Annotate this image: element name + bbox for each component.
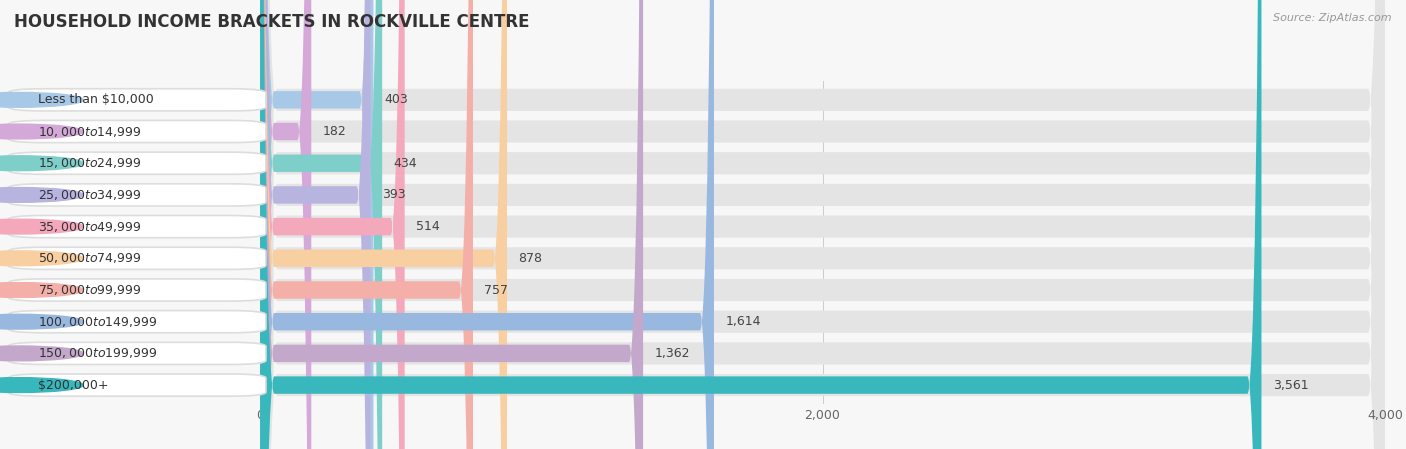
FancyBboxPatch shape xyxy=(260,0,1385,449)
Circle shape xyxy=(0,282,83,297)
FancyBboxPatch shape xyxy=(260,0,1385,449)
Circle shape xyxy=(0,346,83,361)
FancyBboxPatch shape xyxy=(8,89,266,111)
Circle shape xyxy=(0,219,83,234)
FancyBboxPatch shape xyxy=(260,0,1261,449)
Text: 434: 434 xyxy=(394,157,418,170)
FancyBboxPatch shape xyxy=(8,120,266,143)
Circle shape xyxy=(0,92,83,107)
Text: $200,000+: $200,000+ xyxy=(38,379,108,392)
Circle shape xyxy=(0,124,83,139)
Text: $15,000 to $24,999: $15,000 to $24,999 xyxy=(38,156,142,170)
Text: $50,000 to $74,999: $50,000 to $74,999 xyxy=(38,251,142,265)
Circle shape xyxy=(0,378,83,392)
Text: $75,000 to $99,999: $75,000 to $99,999 xyxy=(38,283,142,297)
Circle shape xyxy=(0,314,83,329)
FancyBboxPatch shape xyxy=(260,0,1385,449)
Text: 757: 757 xyxy=(484,283,508,296)
FancyBboxPatch shape xyxy=(260,0,382,449)
FancyBboxPatch shape xyxy=(260,0,1385,449)
Text: $100,000 to $149,999: $100,000 to $149,999 xyxy=(38,315,157,329)
FancyBboxPatch shape xyxy=(260,0,714,449)
Circle shape xyxy=(0,156,83,171)
FancyBboxPatch shape xyxy=(8,184,266,206)
Text: $10,000 to $14,999: $10,000 to $14,999 xyxy=(38,124,142,139)
FancyBboxPatch shape xyxy=(260,0,1385,449)
FancyBboxPatch shape xyxy=(8,279,266,301)
FancyBboxPatch shape xyxy=(260,0,371,449)
FancyBboxPatch shape xyxy=(260,0,374,449)
Text: 3,561: 3,561 xyxy=(1272,379,1309,392)
Text: HOUSEHOLD INCOME BRACKETS IN ROCKVILLE CENTRE: HOUSEHOLD INCOME BRACKETS IN ROCKVILLE C… xyxy=(14,13,530,31)
Text: 878: 878 xyxy=(519,252,543,265)
Text: Less than $10,000: Less than $10,000 xyxy=(38,93,155,106)
FancyBboxPatch shape xyxy=(8,374,266,396)
Text: 182: 182 xyxy=(322,125,346,138)
Circle shape xyxy=(0,188,83,202)
FancyBboxPatch shape xyxy=(260,0,643,449)
FancyBboxPatch shape xyxy=(260,0,472,449)
Text: 514: 514 xyxy=(416,220,440,233)
Text: Source: ZipAtlas.com: Source: ZipAtlas.com xyxy=(1274,13,1392,23)
FancyBboxPatch shape xyxy=(260,0,1385,449)
FancyBboxPatch shape xyxy=(260,0,1385,449)
FancyBboxPatch shape xyxy=(8,342,266,365)
Text: 393: 393 xyxy=(382,189,405,202)
Text: $25,000 to $34,999: $25,000 to $34,999 xyxy=(38,188,142,202)
FancyBboxPatch shape xyxy=(260,0,508,449)
FancyBboxPatch shape xyxy=(260,0,311,449)
FancyBboxPatch shape xyxy=(260,0,1385,449)
Text: 403: 403 xyxy=(385,93,408,106)
Circle shape xyxy=(0,251,83,266)
FancyBboxPatch shape xyxy=(8,311,266,333)
FancyBboxPatch shape xyxy=(260,0,1385,449)
Text: $150,000 to $199,999: $150,000 to $199,999 xyxy=(38,346,157,361)
FancyBboxPatch shape xyxy=(8,152,266,174)
FancyBboxPatch shape xyxy=(8,247,266,269)
FancyBboxPatch shape xyxy=(8,216,266,238)
FancyBboxPatch shape xyxy=(260,0,1385,449)
FancyBboxPatch shape xyxy=(260,0,405,449)
Text: 1,362: 1,362 xyxy=(654,347,690,360)
Text: 1,614: 1,614 xyxy=(725,315,761,328)
Text: $35,000 to $49,999: $35,000 to $49,999 xyxy=(38,220,142,233)
